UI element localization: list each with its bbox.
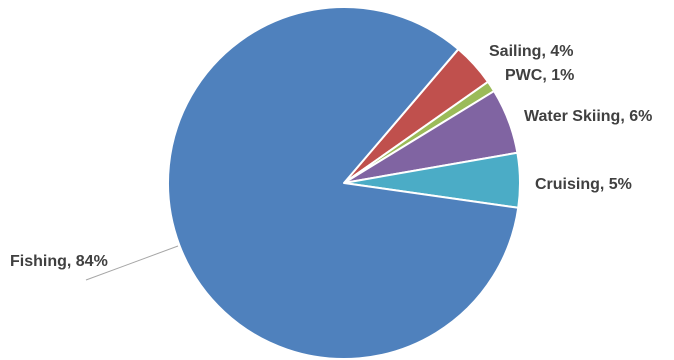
slices-layer <box>167 6 521 360</box>
data-label-water-skiing: Water Skiing, 6% <box>524 108 652 125</box>
data-label-cruising: Cruising, 5% <box>535 176 632 193</box>
data-label-pwc: PWC, 1% <box>505 67 574 84</box>
data-label-sailing: Sailing, 4% <box>489 43 573 60</box>
data-label-fishing: Fishing, 84% <box>10 253 108 270</box>
leader-line-fishing <box>85 245 179 281</box>
leader-lines-layer <box>85 245 179 281</box>
labels-layer: Fishing, 84% Sailing, 4% PWC, 1% Water Skii… <box>10 43 652 270</box>
pie-slice-fishing <box>167 6 520 360</box>
